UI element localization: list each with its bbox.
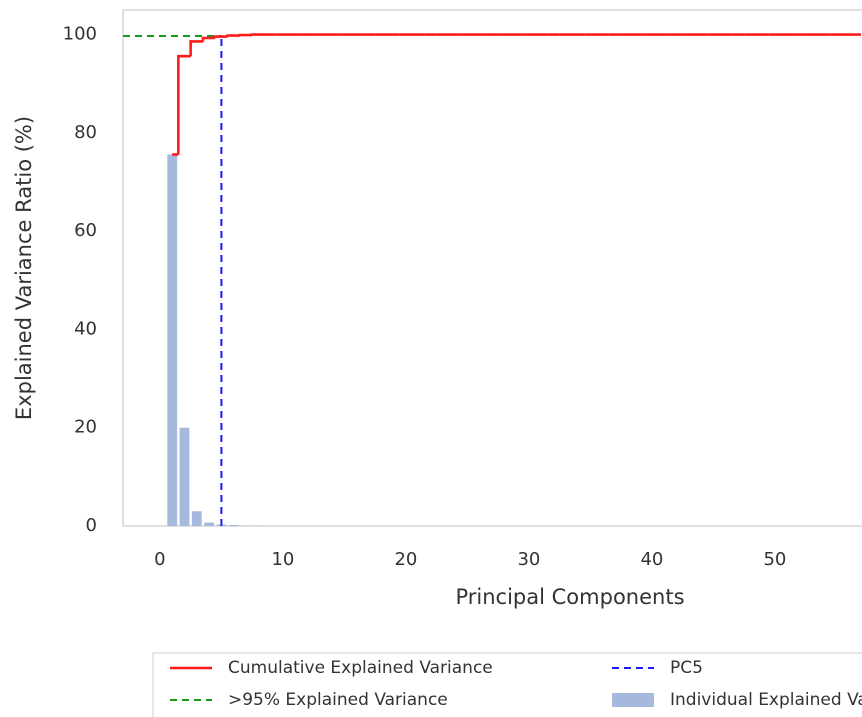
step-segment <box>177 54 191 155</box>
step-segment <box>201 36 216 42</box>
x-tick-label: 40 <box>640 549 663 570</box>
bar <box>228 525 239 526</box>
x-tick-label: 50 <box>763 549 786 570</box>
legend-label: PC5 <box>670 658 703 678</box>
y-tick-label: 60 <box>74 220 97 241</box>
step-segment <box>226 34 240 37</box>
legend-box <box>152 652 862 717</box>
bar <box>191 511 202 526</box>
legend-label: Cumulative Explained Variance <box>228 658 493 678</box>
x-tick-label: 30 <box>517 549 540 570</box>
bar <box>167 154 178 527</box>
legend-swatch <box>612 693 654 707</box>
step-segment <box>213 35 228 39</box>
y-tick-label: 40 <box>74 318 97 339</box>
legend-label: Individual Explained Variance <box>670 690 862 710</box>
step-segment <box>189 40 203 57</box>
y-tick-label: 80 <box>74 122 97 143</box>
bar <box>179 427 190 526</box>
y-tick-label: 20 <box>74 417 97 438</box>
x-axis-label: Principal Components <box>455 585 684 609</box>
legend-label: >95% Explained Variance <box>228 690 448 710</box>
bar <box>204 522 215 526</box>
y-tick-label: 100 <box>63 24 97 45</box>
plot-frame <box>122 9 862 527</box>
y-axis-label: Explained Variance Ratio (%) <box>12 116 36 420</box>
x-tick-label: 10 <box>271 549 294 570</box>
x-tick-label: 20 <box>394 549 417 570</box>
y-tick-label: 0 <box>86 515 97 536</box>
x-tick-label: 0 <box>154 549 165 570</box>
